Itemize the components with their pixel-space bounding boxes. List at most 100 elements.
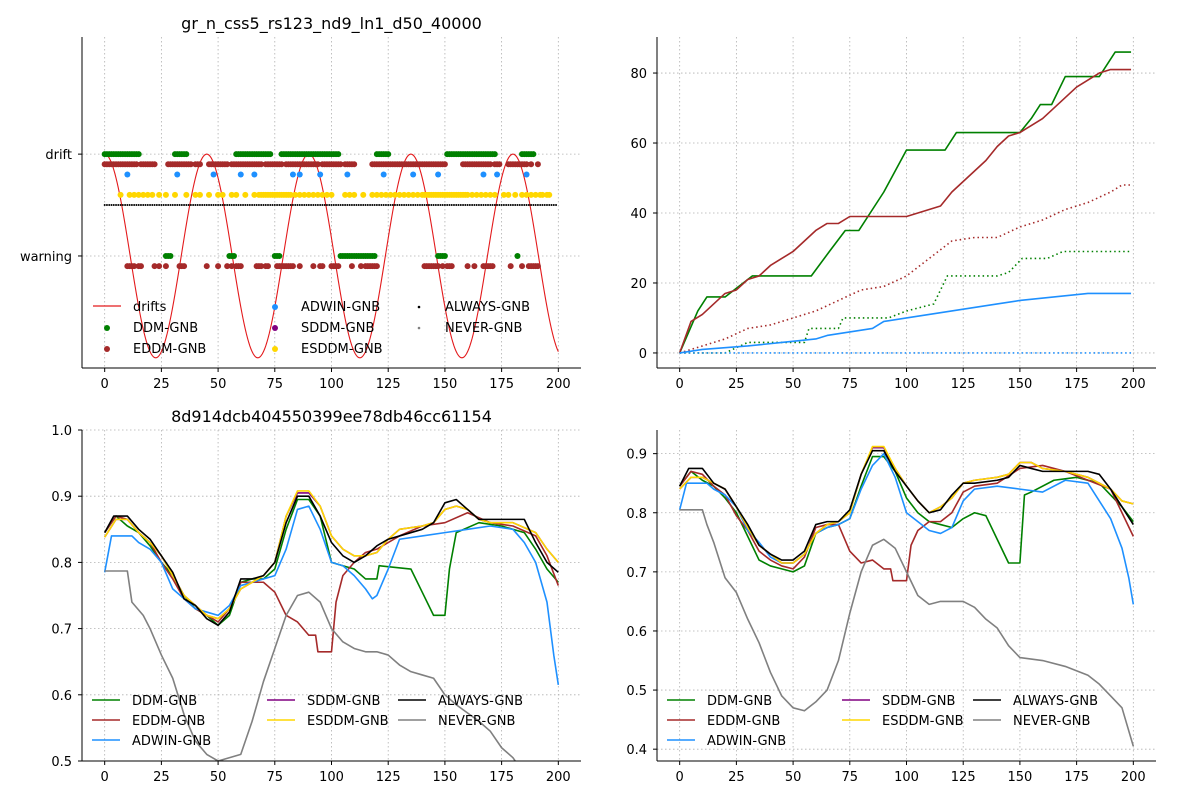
always-gnb-point: [543, 204, 546, 207]
always-gnb-point: [541, 204, 544, 207]
always-gnb-point: [328, 204, 331, 207]
esddm-gnb-drift-point: [410, 191, 417, 198]
x-tick-label: 100: [894, 377, 919, 392]
esddm-gnb-drift-point: [373, 191, 380, 198]
adwin-gnb-drift-point: [317, 171, 324, 178]
always-gnb-point: [414, 204, 417, 207]
always-gnb-point: [468, 204, 471, 207]
always-gnb-point: [153, 204, 156, 207]
always-gnb-point: [289, 204, 292, 207]
esddm-gnb-drift-point: [382, 191, 389, 198]
esddm-gnb-drift-point: [401, 191, 408, 198]
always-gnb-point: [162, 204, 165, 207]
esddm-gnb-drift-point: [414, 191, 421, 198]
eddm-gnb-line-dotted: [679, 184, 1132, 354]
always-gnb-point: [507, 204, 510, 207]
always-gnb-point: [203, 204, 206, 207]
always-gnb-point: [464, 204, 467, 207]
legend-swatch: [104, 325, 110, 331]
always-gnb-point: [398, 204, 401, 207]
esddm-gnb-drift-point: [171, 191, 178, 198]
always-gnb-point: [500, 204, 503, 207]
always-gnb-point: [459, 204, 462, 207]
always-gnb-point: [217, 204, 220, 207]
always-gnb-point: [310, 204, 313, 207]
esddm-gnb-drift-point: [342, 191, 349, 198]
always-gnb-point: [484, 204, 487, 207]
esddm-gnb-drift-point: [405, 191, 412, 198]
always-gnb-point: [452, 204, 455, 207]
adwin-gnb-drift-point: [435, 171, 442, 178]
eddm-gnb-drift-point: [151, 161, 158, 168]
x-tick-label: 25: [153, 770, 170, 785]
always-gnb-point: [273, 204, 276, 207]
always-gnb-point: [298, 204, 301, 207]
always-gnb-point: [382, 204, 385, 207]
adwin-gnb-drift-point: [494, 171, 501, 178]
ddm-gnb-drift-point: [183, 151, 190, 158]
eddm-gnb-drift-point: [496, 161, 503, 168]
always-gnb-point: [434, 204, 437, 207]
adwin-gnb-drift-point: [380, 171, 387, 178]
esddm-gnb-drift-point: [149, 191, 156, 198]
always-gnb-line: [678, 449, 1134, 561]
always-gnb-point: [214, 204, 217, 207]
esddm-gnb-drift-point: [369, 191, 376, 198]
always-gnb-point: [430, 204, 433, 207]
x-tick-label: 75: [842, 770, 859, 785]
plot-area: [678, 51, 1132, 354]
eddm-gnb-warning-point: [264, 263, 271, 270]
always-gnb-point: [350, 204, 353, 207]
always-gnb-line: [103, 495, 559, 627]
esddm-gnb-drift-point: [546, 191, 553, 198]
legend-swatch: [272, 304, 278, 310]
legend-label: ALWAYS-GNB: [438, 694, 523, 709]
x-tick-label: 75: [267, 770, 284, 785]
always-gnb-point: [498, 204, 501, 207]
always-gnb-point: [369, 204, 372, 207]
always-gnb-point: [139, 204, 142, 207]
always-gnb-point: [409, 204, 412, 207]
adwin-gnb-drift-point: [344, 171, 351, 178]
adwin-gnb-line: [679, 292, 1132, 354]
plot-area: [678, 445, 1135, 747]
x-tick-label: 175: [1064, 377, 1089, 392]
legend-label: DDM-GNB: [132, 694, 197, 709]
always-gnb-point: [219, 204, 222, 207]
eddm-gnb-warning-point: [310, 263, 317, 270]
never-gnb-line: [679, 508, 1135, 747]
eddm-gnb-warning-point: [448, 263, 455, 270]
always-gnb-point: [545, 204, 548, 207]
esddm-gnb-drift-point: [387, 191, 394, 198]
always-gnb-point: [160, 204, 163, 207]
eddm-gnb-drift-point: [441, 161, 448, 168]
always-gnb-point: [353, 204, 356, 207]
always-gnb-point: [237, 204, 240, 207]
esddm-gnb-drift-point: [392, 191, 399, 198]
always-gnb-point: [251, 204, 254, 207]
always-gnb-point: [548, 204, 551, 207]
ddm-gnb-warning-point: [371, 252, 378, 259]
always-gnb-point: [180, 204, 183, 207]
eddm-gnb-drift-point: [196, 161, 203, 168]
eddm-gnb-warning-point: [137, 263, 144, 270]
adwin-gnb-drift-point: [296, 171, 303, 178]
legend-label: ALWAYS-GNB: [1013, 694, 1098, 709]
eddm-gnb-line: [678, 68, 1132, 354]
y-tick-label: 0.6: [626, 625, 647, 640]
always-gnb-point: [235, 204, 238, 207]
eddm-gnb-warning-point: [319, 263, 326, 270]
always-gnb-point: [446, 204, 449, 207]
esddm-gnb-drift-point: [523, 191, 530, 198]
always-gnb-point: [285, 204, 288, 207]
always-gnb-point: [269, 204, 272, 207]
esddm-gnb-drift-point: [292, 191, 299, 198]
never-gnb-line: [104, 570, 517, 761]
eddm-gnb-drift-point: [337, 161, 344, 168]
legend-label: EDDM-GNB: [133, 342, 206, 357]
eddm-gnb-drift-point: [133, 161, 140, 168]
x-tick-label: 0: [676, 770, 684, 785]
eddm-gnb-warning-point: [224, 263, 231, 270]
esddm-gnb-drift-point: [360, 191, 367, 198]
always-gnb-point: [149, 204, 152, 207]
